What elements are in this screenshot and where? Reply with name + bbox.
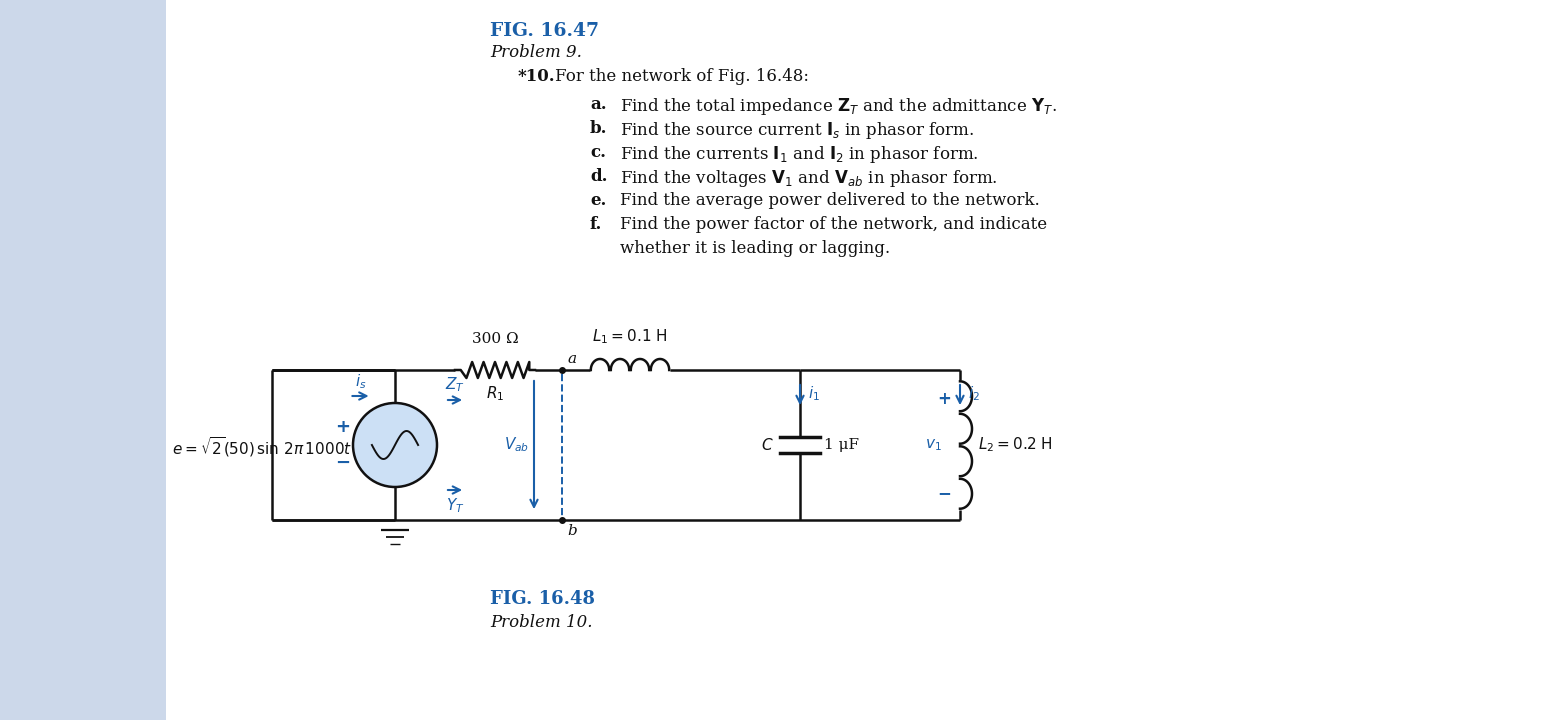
Text: Find the source current $\mathbf{I}_s$ in phasor form.: Find the source current $\mathbf{I}_s$ i… bbox=[619, 120, 975, 141]
Text: −: − bbox=[938, 484, 952, 502]
Text: f.: f. bbox=[590, 216, 602, 233]
Text: $L_2 = 0.2\ \mathrm{H}$: $L_2 = 0.2\ \mathrm{H}$ bbox=[978, 436, 1053, 454]
Text: $e = \sqrt{2}(50)\,\sin\,2\pi\,1000t$: $e = \sqrt{2}(50)\,\sin\,2\pi\,1000t$ bbox=[172, 435, 353, 459]
Text: d.: d. bbox=[590, 168, 607, 185]
Text: FIG. 16.47: FIG. 16.47 bbox=[490, 22, 599, 40]
Text: 1 μF: 1 μF bbox=[824, 438, 860, 452]
Text: b.: b. bbox=[590, 120, 607, 137]
Text: Find the total impedance $\mathbf{Z}_T$ and the admittance $\mathbf{Y}_T$.: Find the total impedance $\mathbf{Z}_T$ … bbox=[619, 96, 1058, 117]
Text: $C$: $C$ bbox=[761, 437, 774, 453]
Text: $Z_T$: $Z_T$ bbox=[445, 375, 465, 394]
Text: $Y_T$: $Y_T$ bbox=[446, 496, 465, 515]
FancyBboxPatch shape bbox=[0, 0, 165, 720]
Text: Find the voltages $\mathbf{V}_1$ and $\mathbf{V}_{ab}$ in phasor form.: Find the voltages $\mathbf{V}_1$ and $\m… bbox=[619, 168, 998, 189]
Text: $v_1$: $v_1$ bbox=[925, 437, 942, 453]
Text: +: + bbox=[335, 418, 351, 436]
Text: Find the power factor of the network, and indicate: Find the power factor of the network, an… bbox=[619, 216, 1047, 233]
Text: $i_s$: $i_s$ bbox=[354, 372, 367, 391]
Text: b: b bbox=[566, 524, 577, 538]
Text: e.: e. bbox=[590, 192, 607, 209]
Text: Problem 10.: Problem 10. bbox=[490, 614, 593, 631]
Text: a: a bbox=[566, 352, 576, 366]
Text: $V_{ab}$: $V_{ab}$ bbox=[504, 436, 529, 454]
Text: c.: c. bbox=[590, 144, 605, 161]
Text: +: + bbox=[938, 390, 952, 408]
Text: $i_1$: $i_1$ bbox=[808, 384, 821, 403]
Text: −: − bbox=[335, 454, 351, 472]
Circle shape bbox=[353, 403, 437, 487]
Text: $L_1 = 0.1\ \mathrm{H}$: $L_1 = 0.1\ \mathrm{H}$ bbox=[593, 328, 668, 346]
Text: *10.: *10. bbox=[518, 68, 555, 85]
Text: Problem 9.: Problem 9. bbox=[490, 44, 582, 61]
Text: Find the currents $\mathbf{I}_1$ and $\mathbf{I}_2$ in phasor form.: Find the currents $\mathbf{I}_1$ and $\m… bbox=[619, 144, 978, 165]
Text: a.: a. bbox=[590, 96, 607, 113]
Text: whether it is leading or lagging.: whether it is leading or lagging. bbox=[619, 240, 891, 257]
Text: $R_1$: $R_1$ bbox=[485, 384, 504, 402]
Text: 300 Ω: 300 Ω bbox=[471, 332, 518, 346]
Text: Find the average power delivered to the network.: Find the average power delivered to the … bbox=[619, 192, 1041, 209]
Text: For the network of Fig. 16.48:: For the network of Fig. 16.48: bbox=[555, 68, 810, 85]
Text: FIG. 16.48: FIG. 16.48 bbox=[490, 590, 594, 608]
Text: $i_2$: $i_2$ bbox=[969, 384, 980, 403]
